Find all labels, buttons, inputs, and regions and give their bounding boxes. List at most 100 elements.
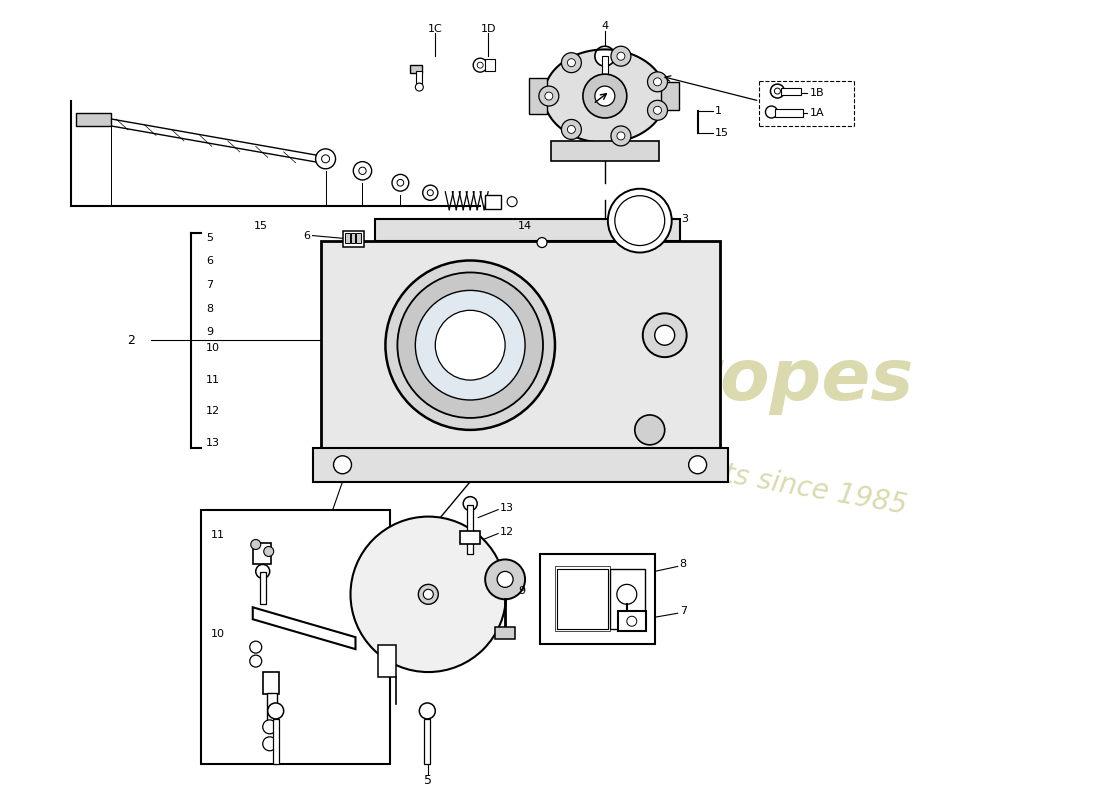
Circle shape (392, 174, 409, 191)
Bar (320, 241, 719, 450)
Text: 9: 9 (518, 586, 525, 596)
Circle shape (610, 126, 631, 146)
Circle shape (568, 58, 575, 66)
Circle shape (316, 149, 336, 169)
Circle shape (397, 273, 543, 418)
Circle shape (653, 78, 661, 86)
Circle shape (424, 590, 433, 599)
Circle shape (255, 565, 270, 578)
Text: 1C: 1C (428, 24, 442, 34)
Circle shape (251, 539, 261, 550)
Text: 14: 14 (518, 221, 532, 230)
Circle shape (250, 655, 262, 667)
Text: 1D: 1D (481, 24, 496, 34)
Circle shape (595, 46, 615, 66)
Bar (351, 233, 355, 242)
Bar (618, 611, 646, 631)
Circle shape (617, 584, 637, 604)
Text: 8: 8 (680, 559, 686, 570)
Bar (342, 230, 364, 246)
Circle shape (561, 53, 582, 73)
Circle shape (642, 314, 686, 357)
Circle shape (635, 415, 664, 445)
Circle shape (263, 720, 277, 734)
Circle shape (333, 456, 352, 474)
Circle shape (359, 167, 366, 174)
Text: 15: 15 (715, 128, 728, 138)
Text: 5: 5 (206, 233, 213, 242)
Text: 8: 8 (206, 303, 213, 314)
Bar (556, 566, 609, 631)
Circle shape (353, 162, 372, 180)
Text: europes: europes (585, 346, 914, 414)
Bar (266, 693, 277, 721)
Circle shape (610, 46, 631, 66)
Text: 7: 7 (680, 606, 686, 616)
Bar (273, 719, 278, 764)
Circle shape (485, 559, 525, 599)
Polygon shape (557, 570, 608, 630)
Bar (425, 719, 430, 764)
Bar (485, 194, 502, 209)
Text: 11: 11 (206, 374, 220, 385)
Circle shape (561, 119, 582, 139)
Circle shape (436, 310, 505, 380)
Text: 13: 13 (206, 438, 220, 448)
Text: 4: 4 (602, 22, 608, 31)
Text: 12: 12 (500, 526, 515, 537)
Circle shape (689, 456, 706, 474)
Circle shape (473, 58, 487, 72)
Bar (253, 542, 271, 565)
Circle shape (648, 72, 668, 92)
Circle shape (617, 132, 625, 140)
Bar (468, 505, 473, 554)
Circle shape (544, 92, 553, 100)
Bar (263, 672, 278, 694)
Bar (602, 56, 608, 116)
Circle shape (766, 106, 778, 118)
Polygon shape (543, 50, 666, 142)
Circle shape (418, 584, 438, 604)
Text: 13: 13 (500, 502, 514, 513)
Bar (356, 233, 362, 242)
Bar (76, 113, 111, 126)
Bar (416, 71, 422, 83)
Bar (529, 78, 547, 114)
Circle shape (654, 326, 674, 345)
Bar (375, 218, 680, 241)
Bar (495, 627, 515, 639)
Text: a passion for parts since 1985: a passion for parts since 1985 (491, 419, 909, 520)
Circle shape (770, 84, 784, 98)
Circle shape (264, 546, 274, 557)
Bar (776, 109, 803, 117)
Circle shape (617, 52, 625, 60)
Circle shape (427, 190, 433, 196)
Circle shape (608, 189, 672, 253)
Text: 15: 15 (254, 221, 267, 230)
Circle shape (422, 185, 438, 200)
Text: 5: 5 (425, 774, 432, 787)
Text: 1: 1 (715, 106, 722, 116)
Circle shape (539, 86, 559, 106)
Text: 10: 10 (206, 343, 220, 353)
Circle shape (397, 179, 404, 186)
Circle shape (497, 571, 513, 587)
Bar (781, 88, 802, 95)
Text: 9: 9 (206, 327, 213, 338)
Circle shape (267, 703, 284, 719)
Bar (460, 530, 481, 545)
Bar (344, 233, 350, 242)
Circle shape (351, 517, 506, 672)
Circle shape (321, 155, 330, 163)
Bar (260, 572, 266, 604)
Bar (312, 448, 727, 482)
Bar (201, 510, 390, 764)
Text: 6: 6 (206, 256, 213, 266)
Bar (485, 59, 495, 71)
Circle shape (250, 641, 262, 653)
Circle shape (507, 197, 517, 206)
Bar (609, 570, 645, 630)
Circle shape (263, 737, 277, 750)
Bar (378, 645, 396, 677)
Text: 7: 7 (206, 280, 213, 290)
